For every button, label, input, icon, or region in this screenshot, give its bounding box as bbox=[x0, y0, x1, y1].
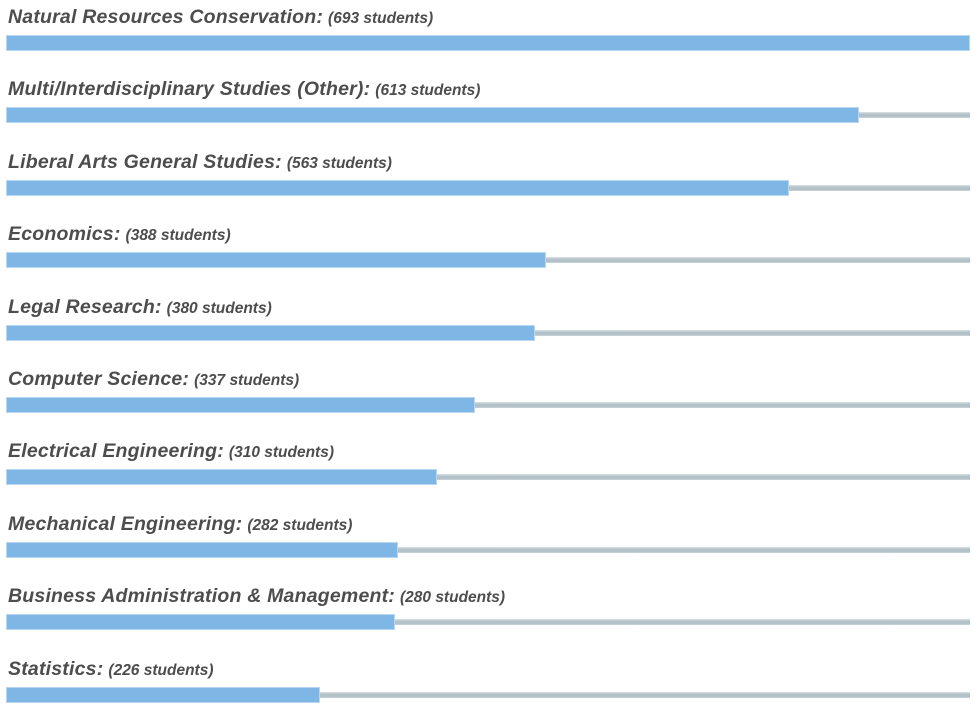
student-count-label: (282 students) bbox=[247, 516, 353, 534]
category-label: Mechanical Engineering: bbox=[8, 512, 243, 535]
category-label: Liberal Arts General Studies: bbox=[8, 150, 282, 173]
row-label: Natural Resources Conservation: (693 stud… bbox=[8, 7, 433, 29]
chart-row: Electrical Engineering: (310 students) bbox=[0, 441, 980, 513]
category-label: Multi/Interdisciplinary Studies (Other): bbox=[8, 78, 371, 101]
bar-fill bbox=[6, 107, 859, 124]
student-count-label: (380 students) bbox=[166, 299, 272, 317]
row-label: Computer Science: (337 students) bbox=[8, 367, 300, 391]
chart-row: Business Administration & Management: (28… bbox=[0, 586, 980, 658]
category-label: Natural Resources Conservation: bbox=[8, 6, 324, 28]
bar-area bbox=[6, 324, 970, 341]
category-label: Business Administration & Management: bbox=[8, 585, 395, 608]
bar-track bbox=[6, 619, 970, 626]
bar-fill bbox=[6, 35, 970, 51]
bar-fill bbox=[6, 686, 321, 703]
student-count-label: (563 students) bbox=[286, 154, 392, 172]
category-label: Statistics: bbox=[8, 657, 104, 680]
row-label: Multi/Interdisciplinary Studies (Other):… bbox=[8, 79, 480, 101]
student-count-label: (280 students) bbox=[399, 589, 506, 607]
row-label: Legal Research: (380 students) bbox=[8, 295, 272, 319]
chart-row: Legal Research: (380 students) bbox=[0, 295, 980, 369]
student-count-label: (337 students) bbox=[194, 371, 300, 389]
chart-row: Liberal Arts General Studies: (563 studen… bbox=[0, 150, 980, 224]
bar-area bbox=[6, 686, 970, 703]
student-count-label: (693 students) bbox=[328, 10, 434, 27]
chart-row: Statistics: (226 students) bbox=[0, 657, 980, 714]
bar-track bbox=[6, 546, 970, 553]
chart-row: Mechanical Engineering: (282 students) bbox=[0, 512, 980, 586]
student-count-label: (310 students) bbox=[228, 444, 335, 462]
bar-fill bbox=[6, 541, 399, 558]
row-label: Statistics: (226 students) bbox=[8, 657, 214, 681]
category-label: Computer Science: bbox=[8, 367, 190, 390]
category-label: Economics: bbox=[8, 223, 121, 246]
bar-area bbox=[6, 179, 970, 196]
bar-area bbox=[6, 35, 970, 51]
category-label: Legal Research: bbox=[8, 295, 162, 318]
row-label: Business Administration & Management: (28… bbox=[8, 586, 505, 608]
bar-fill bbox=[6, 614, 396, 631]
bar-area bbox=[6, 469, 970, 486]
bar-area bbox=[6, 396, 970, 413]
bar-fill bbox=[6, 324, 535, 341]
bar-area bbox=[6, 614, 970, 631]
row-label: Liberal Arts General Studies: (563 studen… bbox=[8, 150, 392, 174]
chart-row: Computer Science: (337 students) bbox=[0, 367, 980, 441]
bar-fill bbox=[6, 252, 546, 269]
student-count-label: (613 students) bbox=[375, 82, 481, 100]
row-label: Electrical Engineering: (310 students) bbox=[8, 441, 334, 463]
chart-row: Multi/Interdisciplinary Studies (Other):… bbox=[0, 79, 980, 151]
row-label: Mechanical Engineering: (282 students) bbox=[8, 512, 353, 536]
bar-fill bbox=[6, 179, 790, 196]
bar-track bbox=[6, 691, 970, 698]
row-label: Economics: (388 students) bbox=[8, 224, 231, 246]
bar-area bbox=[6, 541, 970, 558]
bar-area bbox=[6, 252, 970, 269]
bar-track bbox=[6, 401, 970, 408]
chart-row: Natural Resources Conservation: (693 stud… bbox=[0, 7, 980, 79]
chart-row: Economics: (388 students) bbox=[0, 224, 980, 296]
bar-fill bbox=[6, 469, 438, 486]
bar-track bbox=[6, 474, 970, 481]
student-count-label: (388 students) bbox=[125, 227, 231, 245]
bar-fill bbox=[6, 396, 475, 413]
category-label: Electrical Engineering: bbox=[8, 440, 224, 463]
bar-area bbox=[6, 107, 970, 124]
student-count-label: (226 students) bbox=[108, 661, 214, 679]
